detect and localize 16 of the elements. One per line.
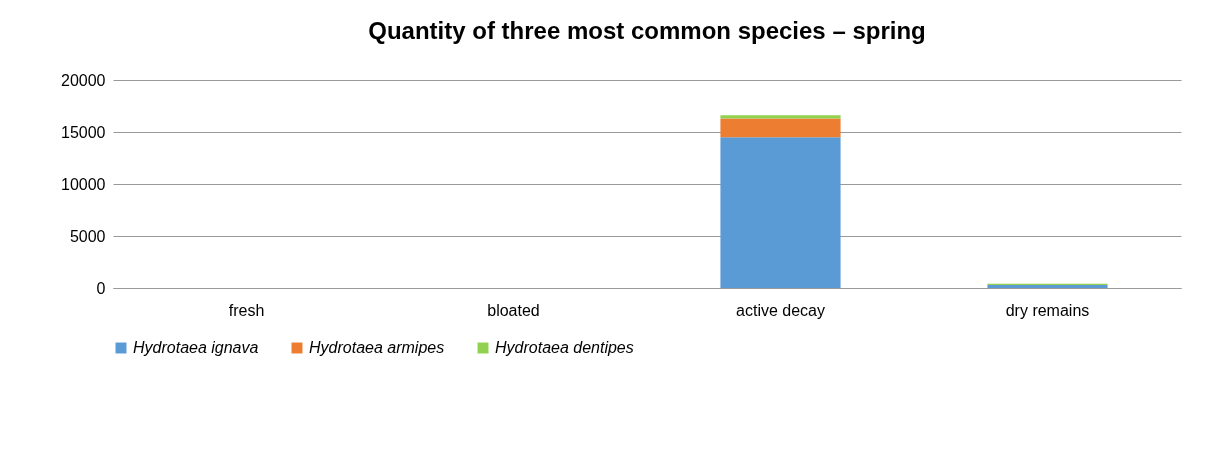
x-tick-label: active decay — [736, 301, 825, 319]
legend-label: Hydrotaea ignava — [133, 339, 259, 356]
legend-label: Hydrotaea dentipes — [495, 339, 634, 356]
y-tick-label: 0 — [96, 279, 106, 297]
legend-label: Hydrotaea armipes — [309, 339, 445, 356]
bar — [720, 115, 841, 119]
y-tick-label: 15000 — [61, 123, 106, 141]
x-tick-label: bloated — [487, 301, 540, 319]
bar — [720, 137, 841, 288]
bar — [720, 118, 841, 138]
x-tick-label: fresh — [228, 301, 265, 319]
y-tick-label: 20000 — [61, 71, 106, 89]
x-tick-label: dry remains — [1005, 301, 1090, 319]
y-tick-label: 5000 — [69, 227, 106, 245]
chart-title: Quantity of three most common species – spring — [368, 17, 926, 44]
y-tick-label: 10000 — [61, 175, 106, 193]
